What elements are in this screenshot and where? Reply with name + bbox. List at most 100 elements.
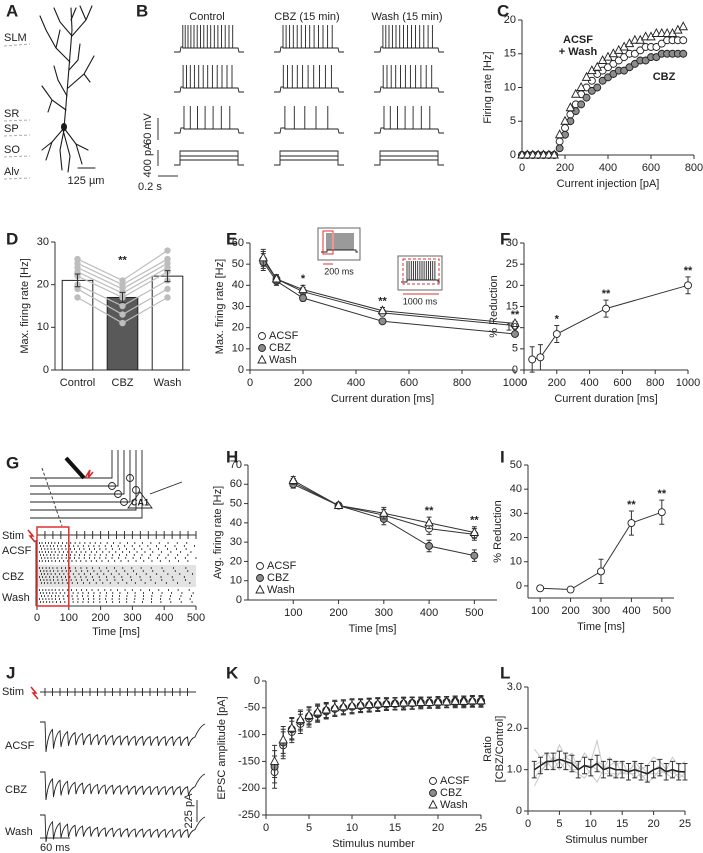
raster-spike: [71, 560, 73, 562]
x-tick-label: 400: [347, 377, 365, 389]
raster-spike: [44, 548, 46, 550]
raster-spike: [152, 592, 153, 594]
inset-window: [322, 230, 334, 255]
marker: [312, 706, 323, 716]
y-tick-label: 0: [516, 580, 522, 592]
raster-spike: [83, 557, 85, 559]
x-tick-label: 1000: [676, 377, 700, 389]
raster-spike: [109, 582, 111, 584]
panel-label: J: [6, 663, 15, 682]
raster-spike: [67, 560, 69, 562]
raster-spike: [45, 567, 47, 569]
raster-spike: [110, 589, 112, 591]
marker: [592, 61, 602, 71]
raster-spike: [94, 554, 96, 556]
annotation: *: [555, 313, 560, 325]
legend-label: Wash: [269, 354, 297, 366]
layer-label: SP: [4, 123, 19, 135]
raster-spike: [40, 554, 41, 556]
raster-spike: [82, 545, 84, 547]
error-bar: [594, 754, 600, 773]
raster-spike: [174, 557, 176, 559]
raster-spike: [99, 557, 101, 559]
raster-spike: [69, 567, 71, 569]
raster-spike: [63, 573, 65, 575]
marker: [577, 100, 586, 109]
raster-spike: [106, 601, 107, 603]
raster-spike: [127, 573, 129, 575]
raster-spike: [54, 582, 56, 584]
raster-spike: [113, 542, 114, 544]
raster-spike: [53, 548, 55, 550]
raster-spike: [143, 595, 144, 597]
x-tick-label: 500: [465, 607, 483, 619]
y-axis-title: EPSC amplitude [pA]: [216, 696, 228, 799]
raster-spike: [180, 601, 182, 603]
voltage-trace: [274, 65, 344, 93]
raster-spike: [71, 551, 73, 553]
marker: [378, 317, 387, 326]
x-tick-label: 100: [284, 607, 302, 619]
marker: [271, 273, 282, 283]
raster-spike: [161, 579, 163, 581]
raster-spike: [94, 542, 96, 544]
raster-spike: [61, 576, 62, 578]
marker: [433, 696, 443, 706]
y-tick-label: 30: [37, 236, 49, 248]
raster-spike: [71, 589, 72, 591]
x-tick-label: 25: [475, 822, 487, 834]
scale-label: 60 ms: [40, 842, 70, 853]
raster-spike: [54, 589, 56, 591]
raster-spike: [77, 582, 78, 584]
raster-spike: [90, 551, 92, 553]
raster-spike: [100, 570, 102, 572]
raster-spike: [49, 570, 51, 572]
raster-spike: [100, 542, 102, 544]
y-tick-label: 0: [236, 594, 242, 606]
raster-spike: [46, 579, 48, 581]
marker: [299, 294, 307, 302]
region-label: CA1: [131, 497, 149, 507]
raster-spike: [65, 570, 67, 572]
raster-spike: [60, 601, 61, 603]
raster-spike: [43, 579, 45, 581]
marker: [441, 696, 452, 706]
raster-spike: [39, 567, 40, 569]
raster-spike: [86, 589, 88, 591]
raster-spike: [70, 570, 72, 572]
y-tick-label: 0: [238, 364, 244, 376]
raster-spike: [168, 589, 169, 591]
inset-label: 200 ms: [324, 266, 354, 276]
raster-spike: [179, 573, 181, 575]
marker: [510, 317, 520, 327]
marker: [593, 83, 602, 92]
raster-spike: [188, 589, 190, 591]
raster-spike: [51, 595, 53, 597]
raster-spike: [115, 570, 117, 572]
raster-spike: [49, 579, 51, 581]
raster-spike: [93, 570, 95, 572]
raster-spike: [87, 601, 89, 603]
raster-spike: [64, 592, 66, 594]
raster-spike: [46, 601, 48, 603]
raster-spike: [133, 548, 135, 550]
y-tick-label: 20: [232, 322, 244, 334]
raster-spike: [61, 579, 63, 581]
raster-spike: [82, 598, 84, 600]
x-tick-label: 300: [123, 612, 141, 624]
raster-spike: [82, 601, 84, 603]
raster-spike: [42, 601, 44, 603]
error-bar: [619, 760, 625, 779]
x-tick-label: 800: [453, 377, 471, 389]
raster-spike: [148, 557, 150, 559]
marker: [582, 93, 591, 102]
x-tick-label: 10: [585, 818, 597, 830]
y-tick-label: 20: [510, 531, 522, 543]
error-bar: [607, 758, 613, 777]
raster-spike: [104, 589, 106, 591]
marker: [552, 330, 561, 338]
raster-spike: [50, 573, 52, 575]
raster-spike: [142, 570, 144, 572]
raster-spike: [165, 582, 167, 584]
raster-spike: [158, 542, 160, 544]
